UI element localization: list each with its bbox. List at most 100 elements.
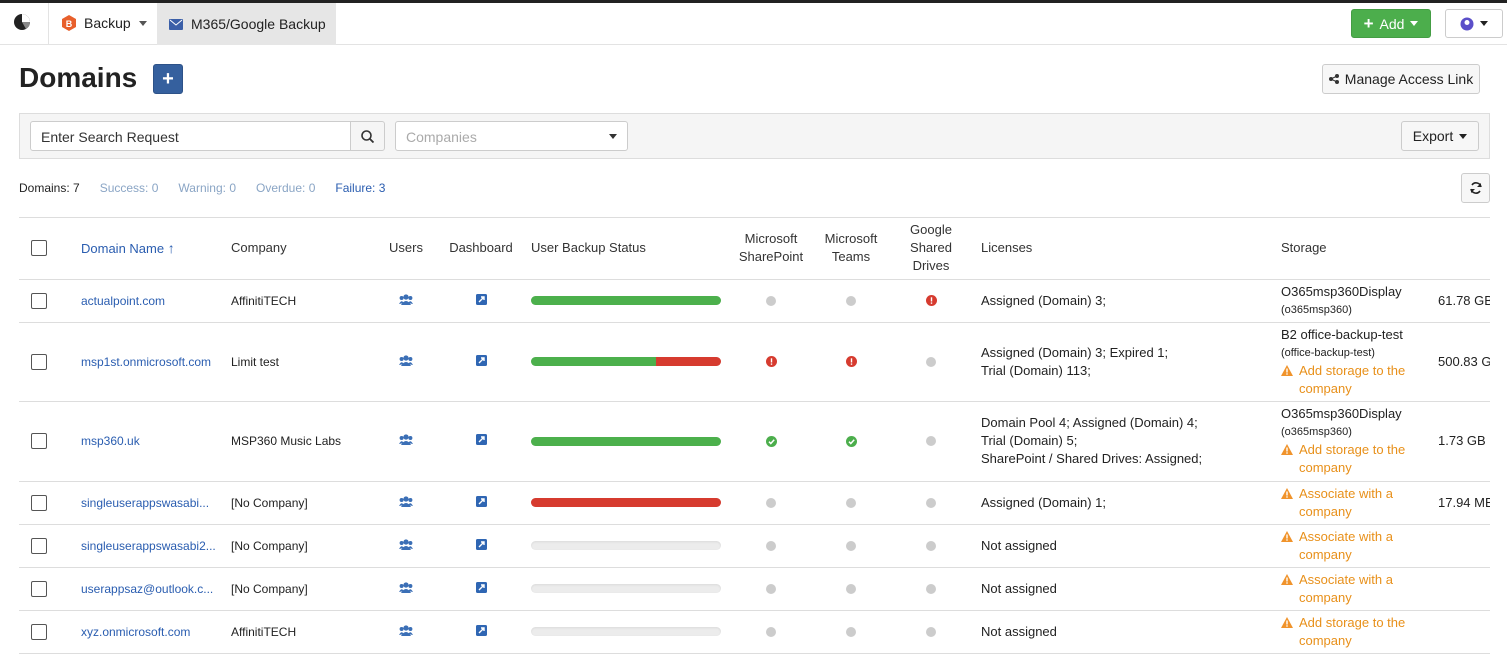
domain-link[interactable]: msp1st.onmicrosoft.com xyxy=(81,322,231,402)
dashboard-icon[interactable] xyxy=(436,322,526,402)
row-checkbox[interactable] xyxy=(31,623,47,640)
tab-label: M365/Google Backup xyxy=(191,16,326,32)
companies-select[interactable]: Companies xyxy=(395,121,628,151)
domain-row: msp1st.onmicrosoft.com Limit test Assigned… xyxy=(19,322,1490,402)
warning-text: Associate with a company xyxy=(1299,571,1393,605)
dashboard-icon[interactable] xyxy=(436,279,526,323)
summary-item[interactable]: Warning: 0 xyxy=(178,181,236,195)
storage: Associate with a company xyxy=(1271,481,1431,525)
domain-link[interactable]: actualpoint.com xyxy=(81,279,231,323)
storage-warning[interactable]: Associate with a company xyxy=(1281,485,1431,521)
domain-link[interactable]: msp360.uk xyxy=(81,401,231,482)
backup-bar xyxy=(531,584,721,593)
licenses: Domain Pool 4; Assigned (Domain) 4; Trial… xyxy=(971,401,1271,482)
col-company[interactable]: Company xyxy=(231,218,376,280)
summary-item[interactable]: Overdue: 0 xyxy=(256,181,316,195)
domain-link[interactable]: xyz.onmicrosoft.com xyxy=(81,610,231,654)
teams-status xyxy=(811,322,891,402)
company: AffinitiTECH xyxy=(231,279,376,323)
drives-status xyxy=(891,401,971,482)
m365-tab[interactable]: M365/Google Backup xyxy=(157,3,336,45)
summary-item[interactable]: Success: 0 xyxy=(99,181,159,195)
storage-warning[interactable]: Add storage to the company xyxy=(1281,614,1431,650)
top-nav: B Backup M365/Google Backup + Add xyxy=(0,0,1507,45)
storage-size: 61.78 GB xyxy=(1431,279,1490,323)
licenses: Not assigned xyxy=(971,610,1271,654)
select-cell xyxy=(19,524,81,568)
storage-warning[interactable]: Add storage to the company xyxy=(1281,362,1431,398)
dashboard-icon[interactable] xyxy=(436,567,526,611)
license-line: Trial (Domain) 5; xyxy=(981,433,1078,448)
summary-item[interactable]: Failure: 3 xyxy=(335,181,386,195)
storage-warning[interactable]: Add storage to the company xyxy=(1281,441,1431,477)
drives-status xyxy=(891,524,971,568)
add-domain-button[interactable]: + xyxy=(153,64,183,94)
profile-button[interactable] xyxy=(1445,9,1503,38)
sharepoint-status xyxy=(731,610,811,654)
dashboard-icon[interactable] xyxy=(436,401,526,482)
status-dot xyxy=(846,497,856,508)
row-checkbox[interactable] xyxy=(31,292,47,309)
size-text: 17.94 MB xyxy=(1438,494,1490,510)
export-label: Export xyxy=(1412,128,1454,144)
domain-link[interactable]: singleuserappswasabi2... xyxy=(81,524,231,568)
backup-cell xyxy=(526,610,731,654)
status-dot xyxy=(926,356,936,367)
users-icon[interactable] xyxy=(376,322,436,402)
storage: O365msp360Display (o365msp360) Add storage… xyxy=(1271,401,1431,482)
backup-menu[interactable]: B Backup xyxy=(62,15,147,31)
users-icon[interactable] xyxy=(376,567,436,611)
select-cell xyxy=(19,322,81,402)
domain-row: actualpoint.com AffinitiTECH Assigned (Dom… xyxy=(19,279,1490,323)
users-icon[interactable] xyxy=(376,401,436,482)
warning-text: Associate with a company xyxy=(1299,528,1393,562)
col-domain[interactable]: Domain Name ↑ xyxy=(81,218,231,280)
row-checkbox[interactable] xyxy=(31,494,47,511)
dashboard-icon[interactable] xyxy=(436,524,526,568)
search-input[interactable]: Enter Search Request xyxy=(30,121,351,151)
warning-text: Add storage to the company xyxy=(1299,362,1406,396)
col-dashboard: Dashboard xyxy=(436,218,526,280)
status-dot xyxy=(926,497,936,508)
sharepoint-status xyxy=(731,401,811,482)
row-checkbox[interactable] xyxy=(31,433,47,449)
manage-access-button[interactable]: Manage Access Link xyxy=(1322,64,1480,94)
dashboard-icon[interactable] xyxy=(436,610,526,654)
add-button[interactable]: + Add xyxy=(1351,9,1431,38)
table-wrap: Domain Name ↑ Company Users Dashboard Us… xyxy=(19,217,1490,657)
status-dot xyxy=(846,295,856,306)
users-icon[interactable] xyxy=(376,610,436,654)
storage-size xyxy=(1431,567,1490,611)
licenses: Assigned (Domain) 3; xyxy=(971,279,1271,323)
refresh-button[interactable] xyxy=(1461,173,1490,203)
col-licenses: Licenses xyxy=(971,218,1271,280)
row-checkbox[interactable] xyxy=(31,580,47,597)
backup-bar xyxy=(531,498,721,507)
status-dot xyxy=(766,626,776,637)
storage-size xyxy=(1431,524,1490,568)
license-line: Assigned (Domain) 3; xyxy=(981,292,1106,308)
add-label: Add xyxy=(1379,15,1405,32)
backup-cell xyxy=(526,322,731,402)
storage-warning[interactable]: Associate with a company xyxy=(1281,571,1431,607)
dashboard-icon[interactable] xyxy=(436,481,526,525)
summary-bar: Domains: 7 Success: 0 Warning: 0 Overdue: 0… xyxy=(19,181,385,195)
domain-link[interactable]: singleuserappswasabi... xyxy=(81,481,231,525)
row-checkbox[interactable] xyxy=(31,353,47,370)
backup-cell xyxy=(526,567,731,611)
users-icon[interactable] xyxy=(376,279,436,323)
toolbar: Enter Search Request Companies Export xyxy=(19,113,1490,159)
companies-placeholder: Companies xyxy=(406,129,477,145)
search-button[interactable] xyxy=(350,121,385,151)
export-button[interactable]: Export xyxy=(1401,121,1479,151)
storage-warning[interactable]: Associate with a company xyxy=(1281,528,1431,564)
domain-link[interactable]: userappsaz@outlook.c... xyxy=(81,567,231,611)
select-all[interactable] xyxy=(19,218,81,280)
users-icon[interactable] xyxy=(376,481,436,525)
col-users: Users xyxy=(376,218,436,280)
domain-row: userappsaz@outlook.c... [No Company] Not a… xyxy=(19,567,1490,611)
storage-size xyxy=(1431,610,1490,654)
row-checkbox[interactable] xyxy=(31,537,47,554)
users-icon[interactable] xyxy=(376,524,436,568)
col-storage: Storage xyxy=(1271,218,1431,280)
